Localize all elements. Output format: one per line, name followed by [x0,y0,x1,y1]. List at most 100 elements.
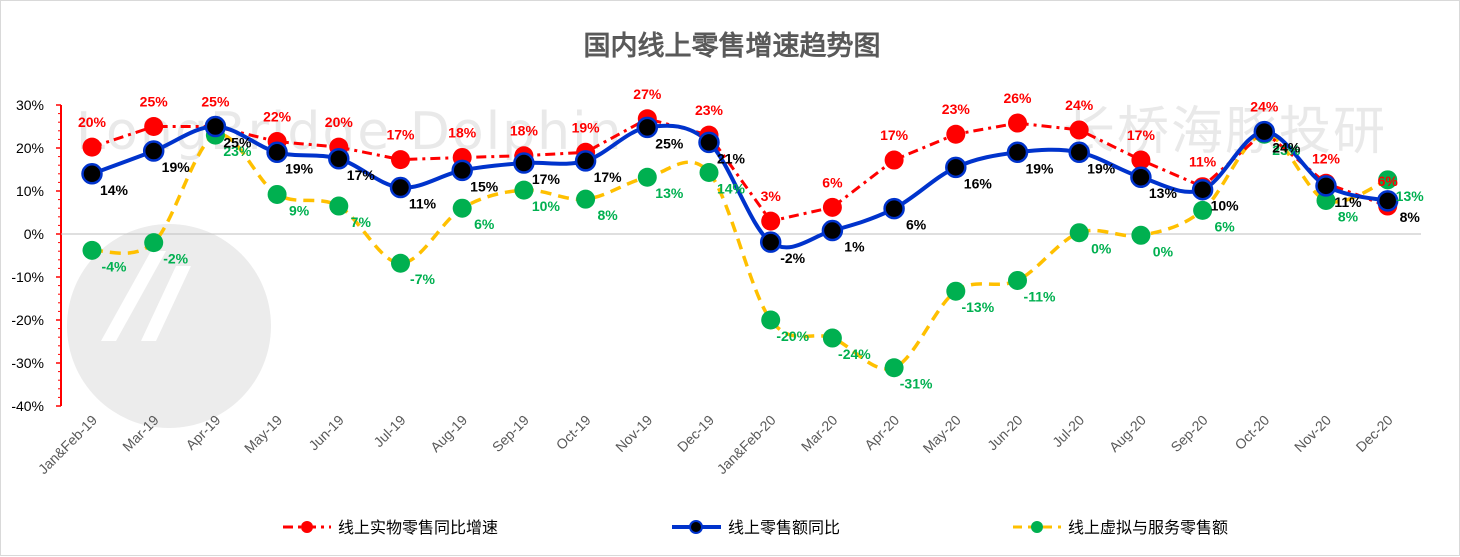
data-label-virtual: 23% [1272,142,1301,158]
legend-item-physical: 线上实物零售同比增速 [283,518,498,537]
legend-marker-physical [301,521,313,533]
x-tick-label: Dec-20 [1353,412,1396,455]
data-labels: -4% -2% 23% 9% 7% -7% 6% 10% 8% 13% 14% -20% -24% -31… [78,86,1424,392]
point-total [513,152,535,174]
point-virtual [822,328,842,348]
point-virtual [452,198,472,218]
data-label-physical: 6% [1378,173,1399,189]
point-virtual [82,240,102,260]
x-tick-label: Sep-20 [1167,412,1210,455]
point-total [1006,141,1029,164]
watermark-logo-mark [101,251,191,341]
point-total [389,176,412,199]
x-tick-label: Jun-19 [305,412,347,454]
x-tick-label: Jun-20 [984,412,1026,454]
data-label-total: 11% [409,196,437,212]
point-total [883,197,905,220]
data-label-physical: 23% [695,102,724,118]
point-virtual [637,167,657,187]
legend-item-virtual: 线上虚拟与服务零售额 [1013,518,1228,537]
y-tick-label: 30% [16,97,44,113]
data-label-physical: 18% [448,124,477,140]
y-tick-label: -10% [11,269,44,285]
y-tick-label: 10% [16,183,44,199]
data-label-total: 21% [717,150,746,166]
point-total [574,150,597,172]
y-tick-label: -40% [11,398,44,414]
x-tick-label: Jul-20 [1049,412,1087,450]
x-tick-label: Jan&Feb-20 [714,412,779,477]
x-tick-label: Mar-20 [798,412,841,455]
point-total [204,115,227,138]
data-label-total: 13% [1149,185,1178,201]
point-total [1130,166,1152,188]
data-label-physical: 6% [822,174,843,190]
point-physical [946,124,966,144]
x-tick-label: May-20 [920,412,964,456]
point-virtual [267,184,287,204]
legend-label-physical: 线上实物零售同比增速 [338,518,498,537]
data-label-virtual: 13% [1396,188,1425,204]
data-label-total: 19% [1087,160,1116,176]
point-virtual [1316,190,1336,210]
data-label-physical: 23% [942,101,971,117]
x-tick-label: Dec-19 [674,412,717,455]
point-virtual [884,358,904,378]
data-label-total: 17% [347,167,376,183]
data-label-virtual: 23% [223,143,252,159]
point-virtual [1193,200,1213,220]
data-label-physical: 25% [140,94,169,110]
y-axis: 30% 20% 10% 0% -10% -20% -30% -40% [11,97,62,414]
data-label-physical: 17% [386,127,415,143]
series-line-total [91,123,1389,250]
point-virtual [1131,225,1151,245]
y-tick-label: -20% [11,312,44,328]
data-label-total: 1% [844,239,865,255]
x-tick-label: Aug-19 [427,412,470,455]
point-physical [822,197,842,217]
x-tick-label: Jul-19 [370,412,408,450]
point-physical [391,150,410,170]
data-label-virtual: -2% [163,251,188,267]
x-tick-label: Sep-19 [489,412,532,455]
point-virtual [144,233,164,253]
point-virtual [1008,270,1027,290]
point-total [698,131,720,154]
point-total [636,116,659,139]
point-total [945,156,967,179]
point-total [1253,120,1276,143]
data-label-virtual: 8% [597,207,618,223]
y-tick-label: 20% [16,140,44,156]
series-line-virtual [91,132,1389,371]
data-label-total: 19% [285,160,314,176]
data-label-virtual: -31% [900,376,933,392]
data-label-virtual: 0% [1091,241,1112,257]
point-total [1191,178,1214,201]
point-physical [761,211,781,231]
point-virtual [329,196,349,216]
point-physical [884,150,904,170]
x-tick-label: Oct-19 [553,412,594,453]
data-label-physical: 20% [78,114,107,130]
point-physical [1131,150,1151,170]
legend-label-virtual: 线上虚拟与服务零售额 [1068,518,1228,537]
data-label-virtual: 13% [655,185,684,201]
x-tick-label: May-19 [241,412,285,456]
data-label-physical: 18% [510,123,539,139]
y-tick-label: -30% [11,355,44,371]
x-tick-label: Nov-20 [1291,412,1334,455]
point-physical [1008,113,1027,133]
y-tick-label: 0% [24,226,44,242]
watermark-logo [67,224,271,428]
point-virtual [761,310,781,330]
point-virtual [1378,170,1398,190]
data-label-total: -2% [780,250,805,266]
data-label-total: 8% [1400,209,1421,225]
point-total [266,141,288,164]
data-label-total: 15% [470,178,499,194]
point-virtual [576,189,596,209]
watermark: LongBridge Dolphin 长桥海豚投研 [67,102,1385,428]
legend-label-total: 线上零售额同比 [728,518,840,537]
